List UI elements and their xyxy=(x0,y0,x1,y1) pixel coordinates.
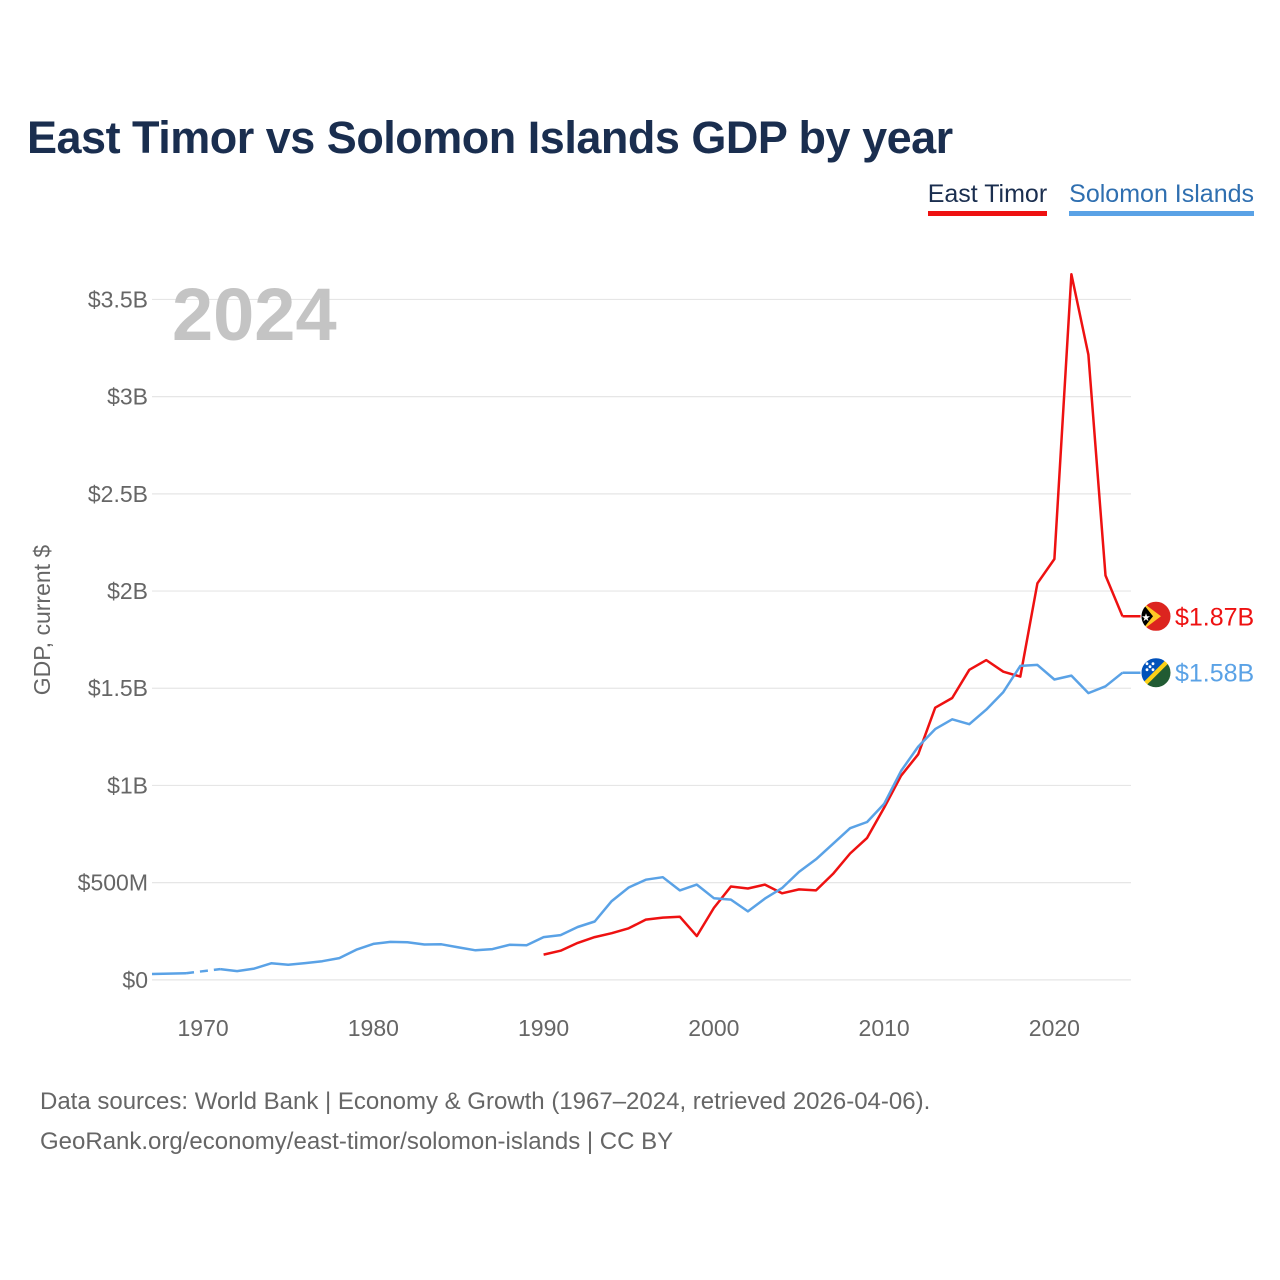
y-axis-ticks: $0 $500M $1B $1.5B $2B $2.5B $3B $3.5B xyxy=(78,286,148,992)
x-tick-label: 1980 xyxy=(348,1015,399,1041)
chart-title: East Timor vs Solomon Islands GDP by yea… xyxy=(27,112,953,163)
solomon-islands-flag xyxy=(1140,657,1172,689)
x-axis-ticks: 1970 1980 1990 2000 2010 2020 xyxy=(177,1015,1079,1041)
solomon-islands-end-label: $1.58B xyxy=(1175,660,1254,688)
solomon-islands-line xyxy=(151,971,187,976)
end-markers: $1.87B $1.58B xyxy=(1122,600,1254,689)
year-watermark: 2024 xyxy=(172,273,337,356)
y-tick-label: $3.5B xyxy=(88,286,148,312)
y-tick-label: $1.5B xyxy=(88,675,148,701)
x-tick-label: 2010 xyxy=(859,1015,910,1041)
east-timor-flag xyxy=(1140,600,1172,632)
legend-item-east-timor[interactable]: East Timor xyxy=(927,180,1048,216)
x-tick-label: 1990 xyxy=(518,1015,569,1041)
source-line-1: Data sources: World Bank | Economy & Gro… xyxy=(40,1088,931,1115)
solomon-islands-line xyxy=(219,663,1124,973)
legend: East Timor Solomon Islands xyxy=(927,180,1254,216)
x-tick-label: 1970 xyxy=(177,1015,228,1041)
legend-item-solomon-islands[interactable]: Solomon Islands xyxy=(1069,180,1254,216)
y-tick-label: $500M xyxy=(78,870,148,896)
y-tick-label: $3B xyxy=(107,384,148,410)
east-timor-line xyxy=(543,272,1124,956)
x-tick-label: 2000 xyxy=(688,1015,739,1041)
source-note: Data sources: World Bank | Economy & Gro… xyxy=(40,1082,930,1162)
x-tick-label: 2020 xyxy=(1029,1015,1080,1041)
chart-area: 2024 $0 $500M $1B $1.5B $2B $2.5B $3B $3.5B 197… xyxy=(29,272,1254,1041)
east-timor-end-label: $1.87B xyxy=(1175,603,1254,631)
series-lines xyxy=(151,272,1124,976)
solomon-islands-gap-line xyxy=(185,967,221,975)
y-axis-label: GDP, current $ xyxy=(29,545,55,696)
y-tick-label: $2B xyxy=(107,578,148,604)
grid-lines xyxy=(152,298,1131,981)
source-line-2[interactable]: GeoRank.org/economy/east-timor/solomon-i… xyxy=(40,1128,674,1155)
y-tick-label: $1B xyxy=(107,772,148,798)
y-tick-label: $2.5B xyxy=(88,481,148,507)
y-tick-label: $0 xyxy=(122,967,148,993)
